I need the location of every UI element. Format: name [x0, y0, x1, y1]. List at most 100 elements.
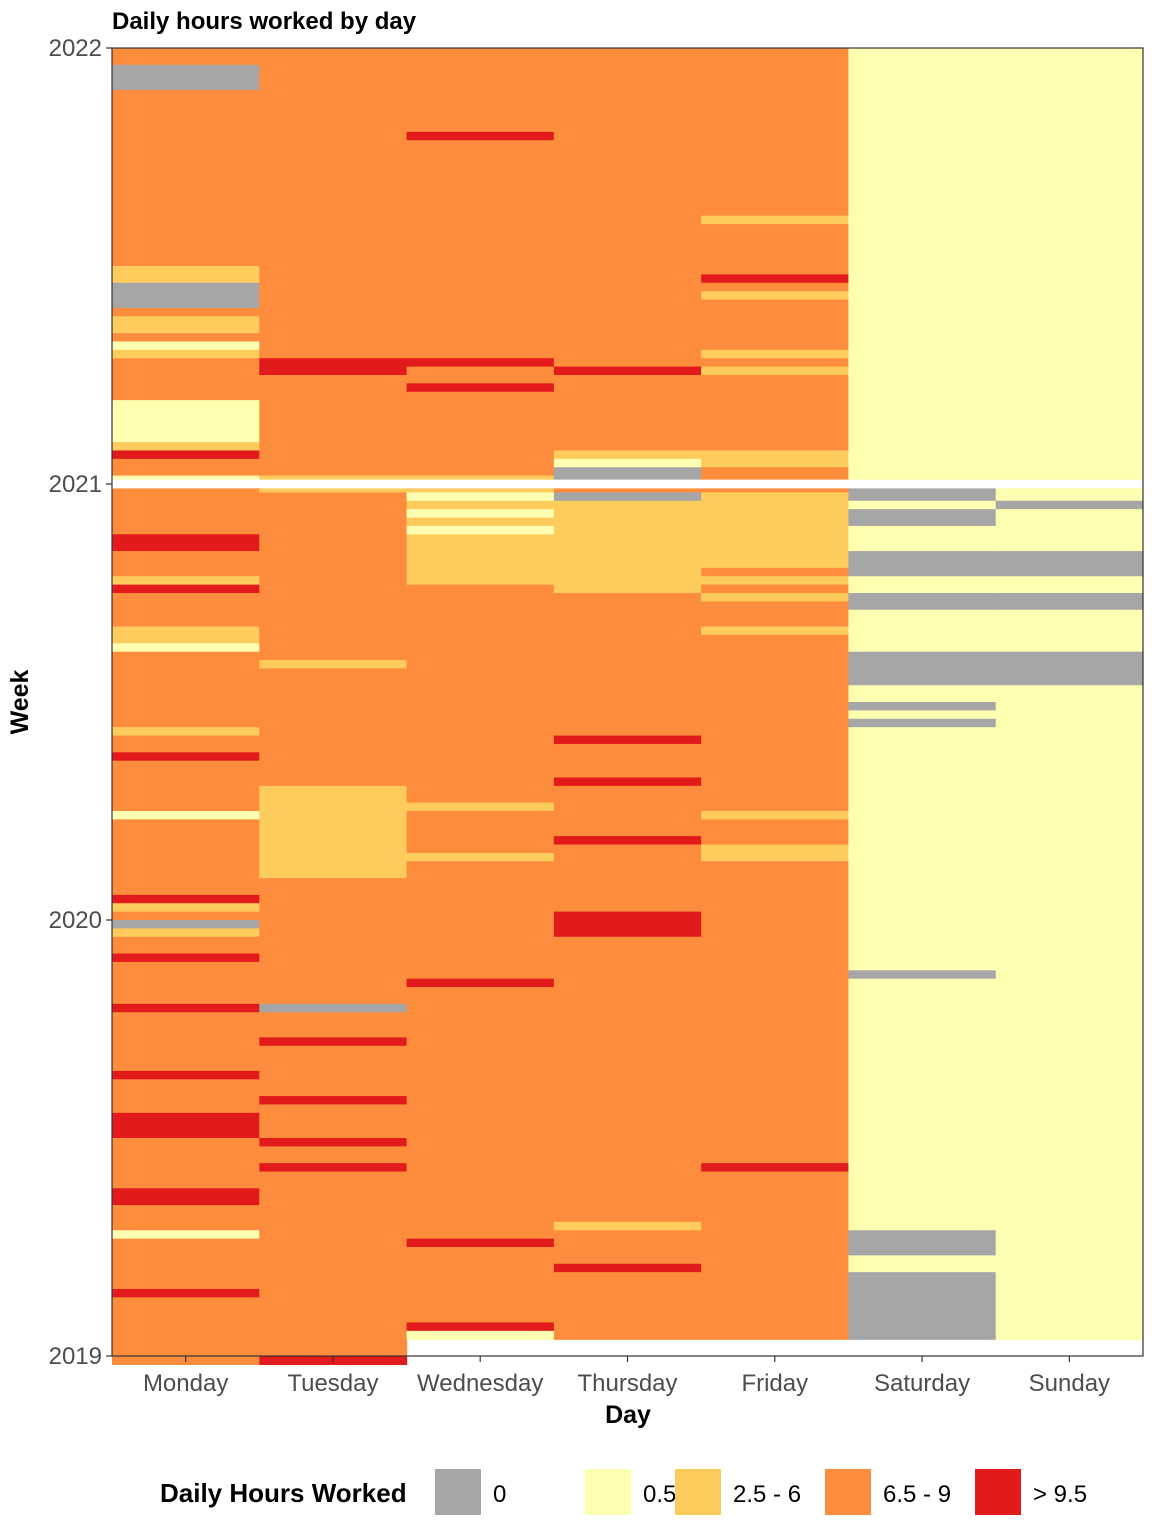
heatmap-cell: [848, 1272, 997, 1340]
heatmap-cell: [848, 710, 997, 720]
x-tick-label: Friday: [741, 1370, 808, 1397]
heatmap-cell: [406, 383, 555, 393]
heatmap-cell: [553, 777, 702, 787]
heatmap-cell: [112, 651, 260, 728]
heatmap-cell: [553, 735, 702, 745]
heatmap-cell: [259, 1163, 408, 1173]
heatmap-cell: [406, 802, 555, 812]
x-tick-label: Sunday: [1029, 1370, 1110, 1397]
heatmap-cell: [406, 517, 555, 527]
heatmap-cell: [112, 1230, 260, 1240]
heatmap-cell: [848, 593, 997, 611]
heatmap-cell: [701, 1171, 850, 1340]
y-tick-label: 2021: [49, 471, 102, 498]
heatmap-cell: [553, 844, 702, 913]
heatmap-cell: [112, 1188, 260, 1206]
heatmap-cell: [406, 534, 555, 586]
heatmap-cell: [995, 509, 1144, 552]
heatmap-cell: [701, 224, 850, 275]
heatmap-cell: [112, 534, 260, 552]
heatmap-cell: [259, 1045, 408, 1097]
legend-label: > 9.5: [1033, 1481, 1087, 1508]
heatmap-cell: [112, 920, 260, 929]
heatmap-cell: [112, 1297, 260, 1365]
heatmap-cell: [112, 48, 260, 66]
y-axis: 2022 2021 2020 2019: [49, 35, 112, 1370]
gap-lines: [112, 479, 1143, 489]
heatmap-cell: [701, 567, 850, 577]
heatmap-cell: [112, 458, 260, 477]
heatmap-cell: [112, 1238, 260, 1290]
heatmap-cell: [112, 89, 260, 267]
heatmap-cell: [112, 626, 260, 644]
heatmap-cell: [701, 584, 850, 594]
heatmap-cell: [701, 844, 850, 862]
heatmap-cell: [995, 500, 1144, 510]
heatmap-cell: [112, 911, 260, 921]
x-tick-label: Saturday: [874, 1370, 970, 1397]
y-tick-label: 2019: [49, 1343, 102, 1370]
heatmap-cell: [406, 492, 555, 502]
heatmap-cell: [112, 643, 260, 653]
heatmap-cell: [553, 366, 702, 376]
heatmap-cell: [848, 727, 997, 971]
heatmap-cell: [112, 358, 260, 401]
heatmap-cell: [112, 307, 260, 317]
heatmap-cell: [406, 48, 555, 133]
heatmap-cell: [701, 492, 850, 569]
x-axis-title: Day: [605, 1401, 651, 1429]
heatmap-cell: [848, 609, 997, 653]
heatmap-cell: [406, 391, 555, 477]
heatmap-cell: [406, 987, 555, 1240]
heatmap-cell: [701, 634, 850, 812]
heatmap-cell: [259, 1012, 408, 1038]
heatmap-cell: [848, 509, 997, 527]
heatmap-cell: [995, 609, 1144, 653]
heatmap-cell: [112, 551, 260, 577]
heatmap-cell: [112, 282, 260, 309]
x-tick-label: Wednesday: [417, 1370, 543, 1397]
heatmap-cell: [406, 978, 555, 988]
heatmap-cell: [259, 785, 408, 879]
heatmap-cell: [848, 685, 997, 703]
heatmap-cell: [848, 1255, 997, 1273]
heatmap-cell: [406, 852, 555, 862]
heatmap-cell: [701, 450, 850, 468]
heatmap-cell: [701, 282, 850, 292]
heatmap-cell: [112, 576, 260, 586]
heatmap-cell: [848, 651, 997, 686]
heatmap-cell: [848, 576, 997, 594]
legend-title: Daily Hours Worked: [160, 1478, 407, 1508]
heatmap-cell: [112, 953, 260, 963]
heatmap-cell: [553, 484, 702, 493]
heatmap-cell: [553, 1221, 702, 1231]
heatmap-cell: [553, 743, 702, 779]
heatmap-cell: [406, 1330, 555, 1340]
heatmap-cell: [259, 1104, 408, 1139]
heatmap-cell: [112, 484, 260, 535]
legend-swatch: [585, 1469, 631, 1515]
heatmap-cell: [553, 836, 702, 846]
heatmap-cell: [553, 936, 702, 1223]
heatmap-cell: [848, 978, 997, 1231]
heatmap-cell: [406, 131, 555, 141]
heatmap-cell: [995, 685, 1144, 1340]
legend: Daily Hours Worked 00.5 - 22.5 - 66.5 - …: [160, 1469, 1087, 1515]
heatmap-cell: [553, 48, 702, 368]
heatmap-cell: [112, 936, 260, 955]
heatmap-cell: [848, 551, 997, 577]
heatmap-cell: [112, 400, 260, 443]
heatmap-cell: [848, 525, 997, 552]
heatmap-cell: [553, 593, 702, 737]
heatmap-cell: [112, 1288, 260, 1298]
heatmap-cell: [112, 735, 260, 753]
heatmap-cell: [112, 584, 260, 594]
heatmap-cell: [553, 500, 702, 594]
heatmap-cell: [701, 349, 850, 359]
heatmap-cell: [848, 48, 997, 485]
legend-swatch: [435, 1469, 481, 1515]
heatmap-cell: [701, 215, 850, 225]
x-tick-label: Monday: [143, 1370, 228, 1397]
heatmap-cell: [848, 970, 997, 980]
